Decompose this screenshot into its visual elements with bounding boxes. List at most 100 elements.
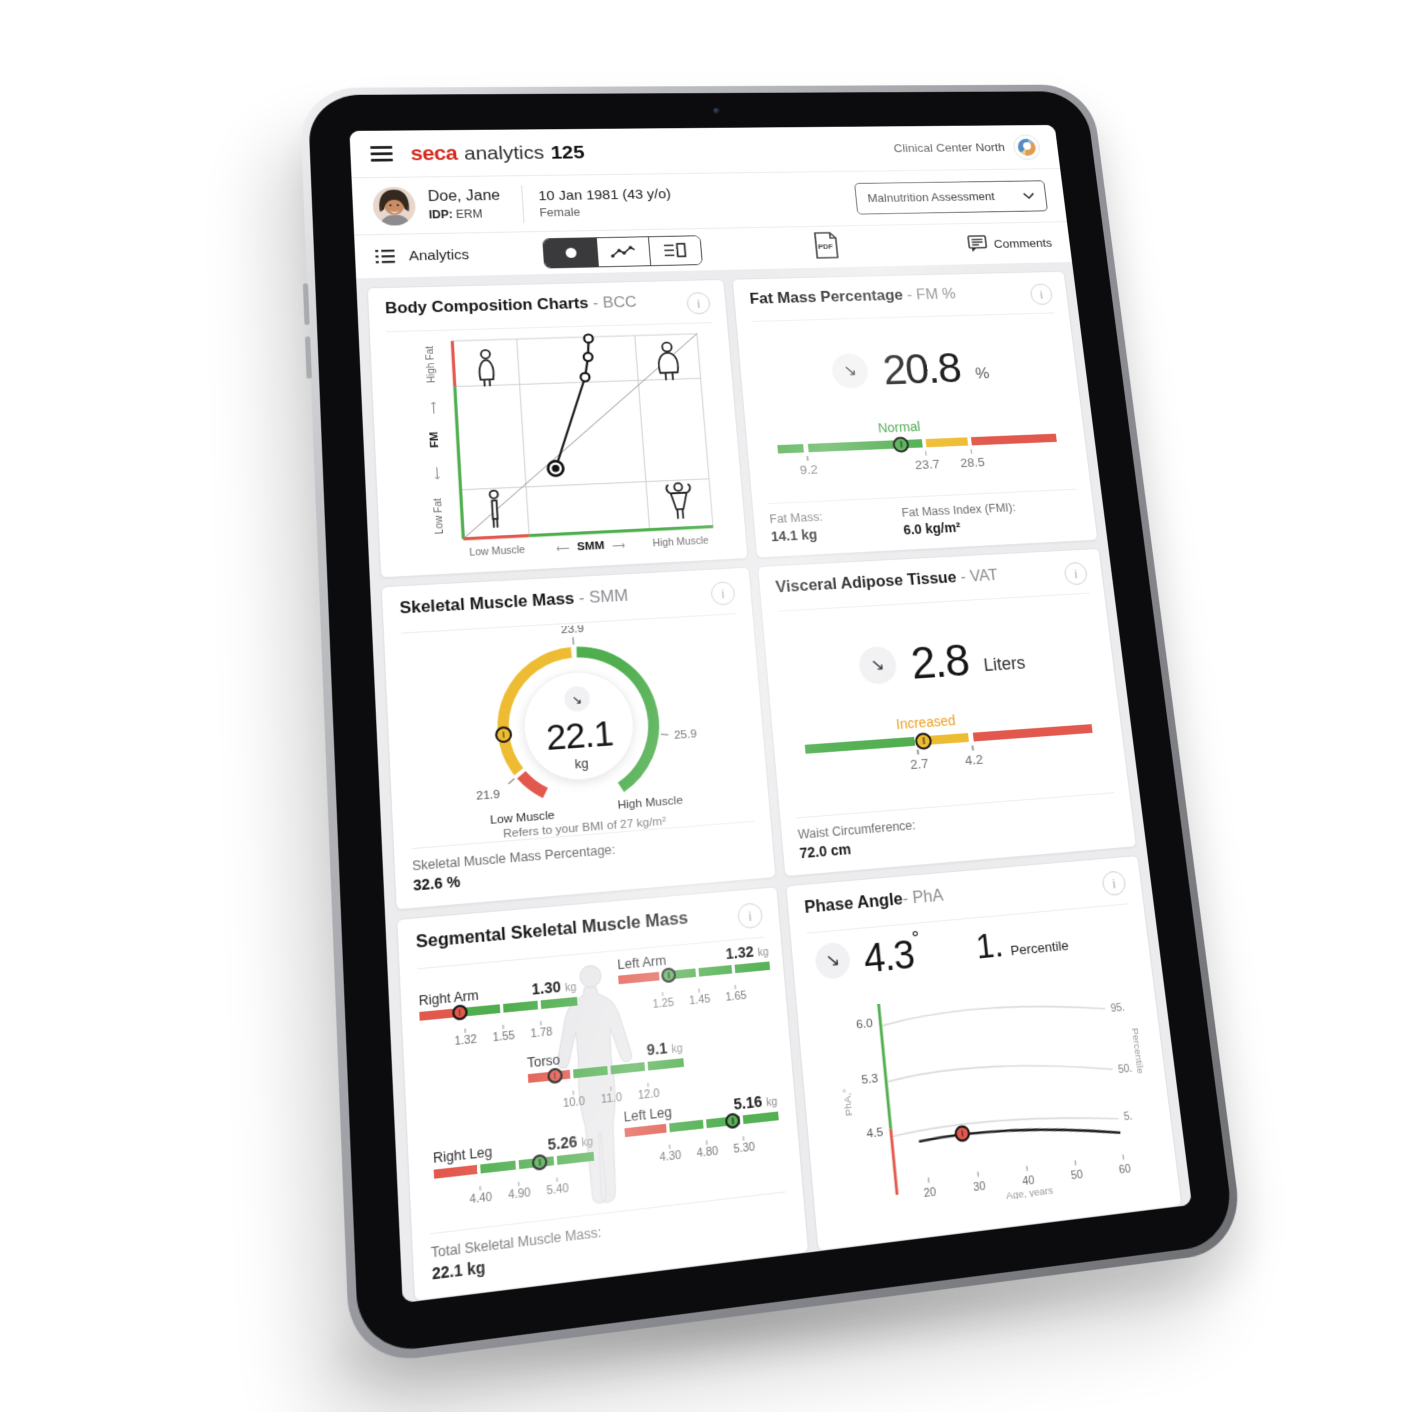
segment-value: 1.32 [725,942,755,963]
fm-footer: Fat Mass: 14.1 kg Fat Mass Index (FMI): … [768,488,1082,545]
tablet-device: seca analytics 125 Clinical Center North [299,84,1245,1367]
segment-value: 9.1 [646,1039,668,1059]
x-tick: 50 [1070,1168,1083,1183]
card-title: Visceral Adipose Tissue - VAT [774,566,999,597]
smm-gauge: ↘ 22.1 kg 23.9 21.9 25.9 Low Muscle High… [475,622,697,827]
list-view-icon[interactable] [375,249,396,263]
segment-left-arm: Left Arm 1.32 kg [616,942,771,1012]
view-segmented-control [542,234,703,269]
x-label-smm: SMM [577,540,605,553]
segment-label: Left Leg [623,1104,673,1126]
assessment-dropdown[interactable]: Malnutrition Assessment [854,179,1048,215]
app-screen: seca analytics 125 Clinical Center North [349,124,1192,1303]
clinic-logo-icon[interactable] [1011,133,1042,160]
card-body-composition: Body Composition Charts - BCC i [366,278,749,579]
info-icon[interactable]: i [736,902,764,930]
info-icon[interactable]: i [710,581,736,606]
info-icon[interactable]: i [686,292,711,315]
fm-tick: 23.7 [914,456,941,472]
fm-scale-track [776,433,1058,454]
patient-idp: IDP: ERM [428,207,501,221]
x-tick: 30 [973,1179,987,1194]
pha-chart: 6.0 5.3 4.5 PhA,° 95. 50. 5. Percentile [842,961,1145,1203]
smm-tick-top: 23.9 [560,622,584,636]
axis-arrow-icon: ⟵ [556,542,570,553]
figure-high-fat-female-icon [478,350,494,387]
clinic-name: Clinical Center North [892,140,1006,155]
vat-marker [914,731,933,750]
comments-button[interactable]: Comments [967,234,1053,253]
front-camera [712,107,721,115]
segment-value: 5.16 [733,1092,763,1113]
info-icon[interactable]: i [1029,283,1054,306]
dashboard-grid: Body Composition Charts - BCC i [356,261,1192,1303]
fm-value: 20.8 [880,343,963,394]
comments-icon [967,235,988,252]
figure-low-muscle-icon [489,490,499,527]
volume-up-button[interactable] [302,283,310,326]
smm-value: 22.1 [545,714,614,758]
fm-tick: 28.5 [959,455,986,470]
smm-tick-right: 25.9 [673,728,697,742]
x-tick: 40 [1022,1174,1036,1189]
vat-tick: 2.7 [909,755,930,773]
patient-idp-label: IDP: [428,207,454,222]
percentile-curve-label: 50. [1118,1063,1133,1076]
app-logo: seca analytics 125 [410,140,585,165]
card-title: Body Composition Charts - BCC [384,293,638,318]
patient-bar: Doe, Jane IDP: ERM 10 Jan 1981 (43 y/o) … [351,169,1067,236]
x-label-high-muscle: High Muscle [652,536,709,550]
pha-y-axis-label: PhA,° [842,1088,856,1117]
fm-tick: 9.2 [799,462,819,478]
card-title: Phase Angle- PhA [803,886,945,918]
card-title: Fat Mass Percentage - FM % [748,285,957,308]
info-icon[interactable]: i [1101,870,1127,897]
figure-high-muscle-icon [666,483,693,520]
vat-unit: Liters [982,653,1027,675]
pha-value: 4.3 [861,933,916,982]
segment-label: Right Leg [432,1143,493,1167]
trend-down-icon: ↘ [571,692,583,707]
x-tick: 20 [923,1185,937,1200]
body-figure [538,955,657,1216]
vat-value: 2.8 [908,634,971,689]
vat-footer: Waist Circumference: 72.0 cm [796,792,1120,862]
axis-arrow-icon: ⟶ [427,401,438,414]
brand-product: analytics [463,142,545,164]
segmental-diagram: Right Arm 1.30 kg [417,942,786,1233]
section-title: Analytics [408,246,470,264]
vat-scale-track [804,724,1094,754]
segment-label: Left Arm [616,953,667,973]
view-report-button[interactable] [647,235,702,265]
assessment-dropdown-value: Malnutrition Assessment [866,189,996,205]
hamburger-menu-icon[interactable] [370,146,393,162]
y-tick: 4.5 [866,1126,884,1141]
smm-tick-left: 21.9 [475,788,500,803]
fm-scale: Normal 9.2 2 [775,416,1060,479]
volume-down-button[interactable] [304,336,312,379]
export-pdf-button[interactable]: PDF [813,231,840,263]
smm-unit: kg [574,756,589,772]
pha-x-axis-label: Age, years [1006,1185,1055,1203]
brand-version: 125 [549,141,586,163]
info-icon[interactable]: i [1063,561,1089,586]
card-title: Skeletal Muscle Mass - SMM [399,586,629,618]
patient-sex: Female [538,205,581,219]
view-trend-button[interactable] [595,236,651,266]
fm-unit: % [974,364,991,383]
patient-idp-value: ERM [455,207,483,221]
percentile-curve-label: 95. [1110,1002,1125,1015]
pdf-icon-label: PDF [818,242,834,250]
view-dot-button[interactable] [543,237,598,268]
card-segmental-muscle-mass: Segmental Skeletal Muscle Mass i [396,886,810,1302]
patient-avatar[interactable] [372,186,417,226]
history-point [583,353,592,362]
comments-label: Comments [993,235,1053,251]
trend-down-icon: ↘ [857,645,898,686]
divider [520,184,525,223]
percentile-curve-label: 5. [1123,1111,1133,1124]
y-label-fm: FM [428,431,441,448]
vat-status-label: Increased [895,712,957,733]
fm-status-label: Normal [877,418,921,436]
